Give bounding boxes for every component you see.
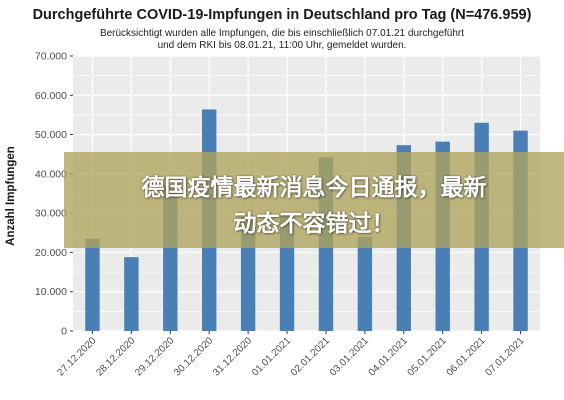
x-axis-ticks: 27.12.202028.12.202029.12.202030.12.2020…	[55, 331, 527, 379]
x-tick-label: 03.01.2021	[328, 335, 371, 378]
y-tick-label: 10.000	[35, 286, 67, 298]
x-tick-label: 04.01.2021	[367, 335, 410, 378]
y-axis-ticks: 0 10.000 20.000 30.000 40.000 50.000 60.000 70.…	[35, 51, 73, 338]
y-tick-label: 70.000	[35, 51, 67, 63]
x-tick-label: 02.01.2021	[289, 335, 332, 378]
y-tick-label: 40.000	[35, 168, 67, 180]
x-tick-label: 06.01.2021	[445, 335, 488, 378]
y-tick-label: 0	[61, 326, 67, 338]
x-tick-label: 28.12.2020	[94, 335, 137, 378]
x-tick-label: 27.12.2020	[55, 335, 98, 378]
x-tick-label: 30.12.2020	[172, 335, 215, 378]
chart-subtitle-line-1: Berücksichtigt wurden alle Impfungen, di…	[99, 28, 465, 39]
x-tick-label: 31.12.2020	[211, 335, 254, 378]
x-tick-label: 05.01.2021	[406, 335, 449, 378]
y-tick-label: 20.000	[35, 247, 67, 259]
bar-03.01.2021	[357, 236, 373, 331]
y-tick-label: 30.000	[35, 208, 67, 220]
y-tick-label: 60.000	[35, 90, 67, 102]
overlay-headline-line-2: 动态不容错过！	[233, 211, 395, 237]
y-tick-label: 50.000	[35, 129, 67, 141]
x-tick-label: 01.01.2021	[250, 335, 293, 378]
overlay-headline-line-1: 德国疫情最新消息今日通报，最新	[141, 175, 487, 201]
chart-title: Durchgeführte COVID-19-Impfungen in Deut…	[32, 7, 532, 23]
x-tick-label: 29.12.2020	[133, 335, 176, 378]
x-tick-label: 07.01.2021	[483, 335, 526, 378]
bar-27.12.2020	[85, 238, 100, 331]
y-axis-label: Anzahl Impfungen	[5, 146, 17, 246]
bar-28.12.2020	[124, 257, 139, 331]
chart-subtitle-line-2: und dem RKI bis 08.01.21, 11:00 Uhr, gem…	[157, 40, 407, 51]
overlay-banner: 德国疫情最新消息今日通报，最新 动态不容错过！	[64, 152, 564, 248]
